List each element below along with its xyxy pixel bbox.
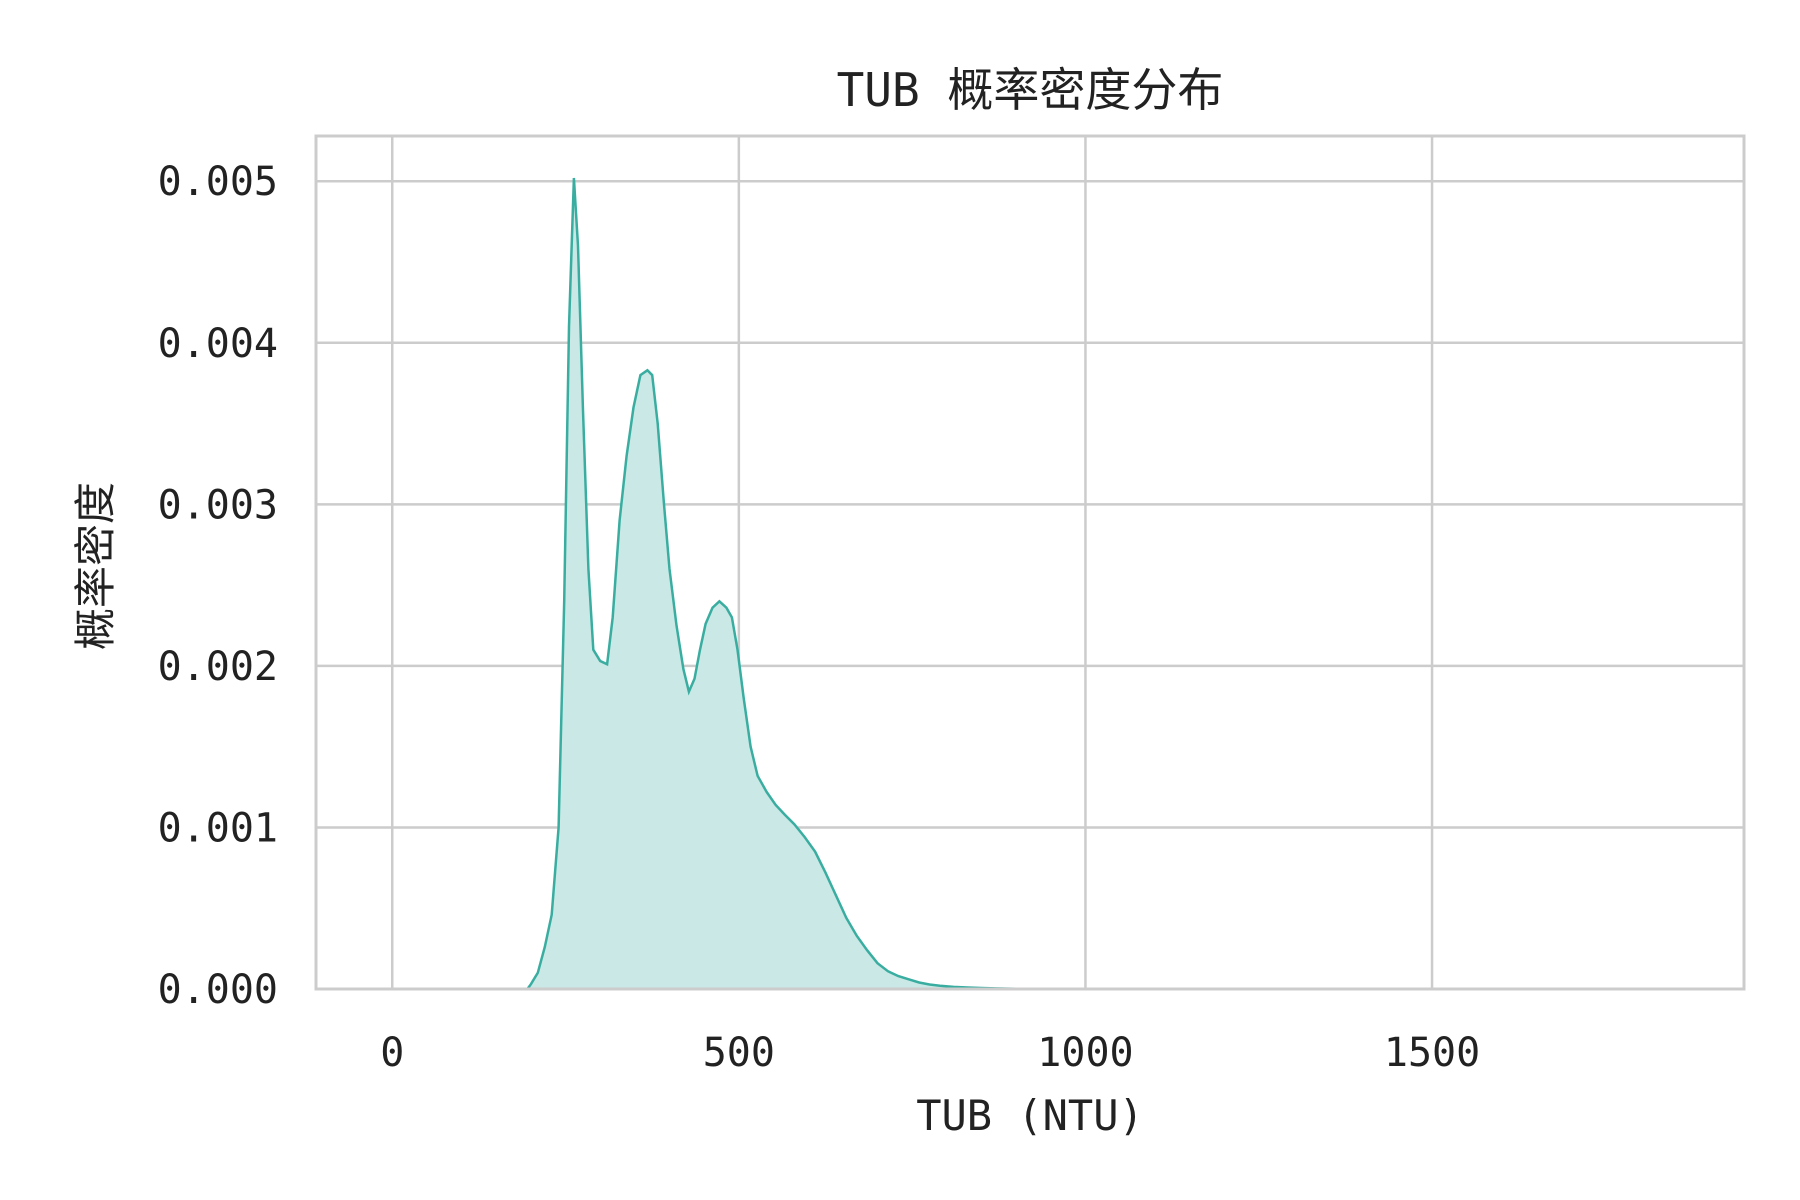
plot-frame [314,134,1746,991]
y-tick-label: 0.005 [158,159,278,205]
y-axis-title: 概率密度 [71,482,120,650]
x-axis-title: TUB (NTU) [916,1091,1144,1140]
y-tick-label: 0.003 [158,482,278,528]
y-tick-label: 0.000 [158,967,278,1013]
density-area-fill [527,178,1086,989]
y-axis-ticks: 0.000 0.001 0.002 0.003 0.004 0.005 [158,159,278,1013]
x-tick-label: 1500 [1384,1030,1480,1076]
grid [316,136,1744,991]
y-tick-label: 0.002 [158,644,278,690]
x-tick-label: 500 [703,1030,775,1076]
chart-title: TUB 概率密度分布 [837,63,1224,117]
y-tick-label: 0.004 [158,321,278,367]
x-tick-label: 1000 [1037,1030,1133,1076]
y-tick-label: 0.001 [158,805,278,851]
x-axis-ticks: 0 500 1000 1500 [380,1030,1480,1076]
density-curve [526,177,1086,991]
x-tick-label: 0 [380,1030,404,1076]
